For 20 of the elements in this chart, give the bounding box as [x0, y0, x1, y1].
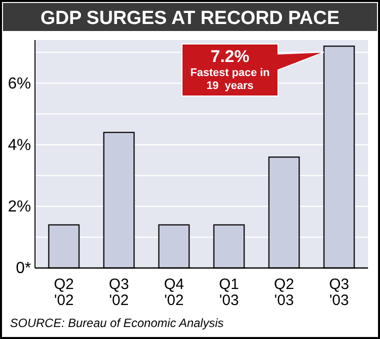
- y-tick-label: 0*: [16, 260, 31, 278]
- source-note: SOURCE: Bureau of Economic Analysis: [10, 316, 224, 330]
- bar: [323, 46, 355, 269]
- x-tick-label: Q1 '03: [219, 276, 240, 309]
- annotation: 7.2%: [210, 47, 250, 66]
- x-tick-label: Q3 '02: [108, 276, 129, 309]
- x-tick-label: Q2 '02: [54, 276, 74, 309]
- chart-title: GDP SURGES AT RECORD PACE: [40, 8, 340, 29]
- bar: [213, 224, 245, 269]
- annotation: Fastest pace in 19 years: [190, 67, 270, 92]
- x-tick-label: Q4 '02: [164, 276, 184, 309]
- bar: [103, 132, 135, 269]
- bar: [268, 156, 300, 269]
- y-tick-label: 2%: [8, 198, 31, 216]
- bar: [158, 224, 190, 269]
- x-tick-label: Q2 '03: [274, 276, 294, 309]
- bar: [48, 224, 80, 269]
- y-tick-label: 6%: [8, 75, 31, 92]
- y-tick-label: 4%: [8, 136, 31, 154]
- x-tick-label: Q3 '03: [329, 276, 350, 309]
